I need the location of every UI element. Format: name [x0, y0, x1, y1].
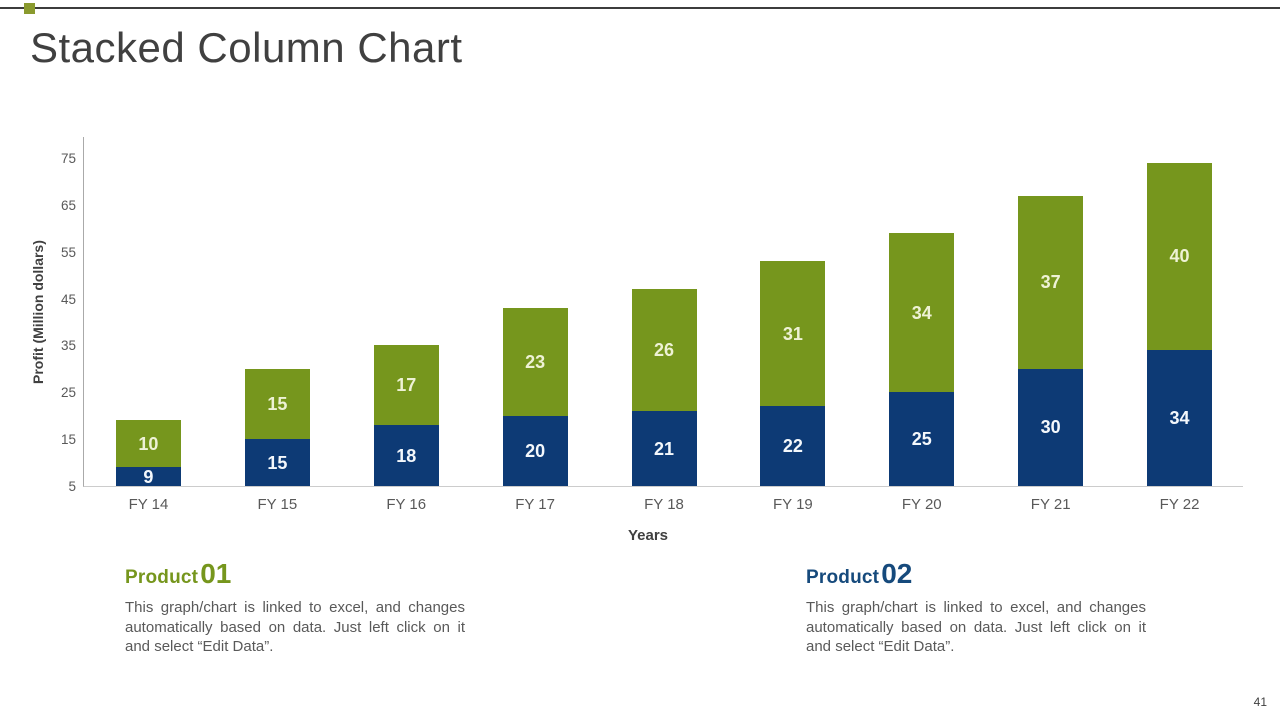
bar-value-label: 40: [1169, 246, 1190, 267]
segment-product-02[interactable]: 9: [115, 466, 181, 487]
bar-value-label: 30: [1040, 417, 1061, 438]
y-axis-tick-label: 35: [60, 338, 76, 354]
segment-product-02[interactable]: 30: [1018, 368, 1084, 486]
segment-product-02[interactable]: 34: [1147, 350, 1213, 486]
x-axis-tick-label: FY 20: [901, 496, 942, 513]
top-rule: [0, 7, 1280, 9]
column-fy-14[interactable]: 10 9: [115, 420, 181, 487]
bar-value-label: 10: [138, 433, 159, 454]
segment-product-02[interactable]: 20: [502, 415, 568, 486]
product-02-label: Product: [806, 567, 880, 588]
bar-value-label: 20: [525, 440, 546, 461]
segment-product-01[interactable]: 31: [760, 261, 826, 407]
product-02-block: Product 02 This graph/chart is linked to…: [806, 558, 1151, 657]
segment-product-01[interactable]: 26: [631, 289, 697, 412]
x-axis-tick-label: FY 14: [128, 496, 169, 513]
segment-product-01[interactable]: 10: [115, 420, 181, 468]
x-axis-tick-label: FY 22: [1159, 496, 1200, 513]
column-fy-20[interactable]: 34 25: [889, 232, 955, 486]
plot-area[interactable]: 5 15 25 35 45 55 65 75 10 9 FY 14 15 15 FY 15 17 18 FY 1…: [61, 137, 1243, 513]
product-01-description: This graph/chart is linked to excel, and…: [125, 599, 465, 655]
x-axis-tick-label: FY 21: [1030, 496, 1071, 513]
x-axis-tick-label: FY 17: [515, 496, 555, 513]
column-fy-18[interactable]: 26 21: [631, 289, 697, 486]
bar-value-label: 21: [653, 438, 675, 459]
y-axis-tick-label: 5: [68, 479, 76, 494]
x-axis-tick-label: FY 16: [386, 496, 427, 513]
page-number: 41: [1253, 695, 1267, 709]
y-axis-tick-label: 45: [60, 291, 76, 307]
segment-product-01[interactable]: 37: [1018, 195, 1084, 369]
bar-value-label: 17: [396, 375, 417, 396]
column-fy-21[interactable]: 37 30: [1018, 195, 1084, 486]
y-axis-tick-label: 25: [60, 385, 76, 401]
page-title: Stacked Column Chart: [30, 24, 463, 71]
x-axis-tick-label: FY 18: [644, 496, 684, 513]
segment-product-02[interactable]: 21: [631, 411, 697, 486]
segment-product-01[interactable]: 40: [1147, 162, 1213, 351]
x-axis-tick-label: FY 15: [257, 496, 298, 513]
column-fy-22[interactable]: 40 34: [1147, 162, 1213, 486]
product-01-block: Product 01 This graph/chart is linked to…: [125, 558, 470, 657]
bar-value-label: 9: [143, 466, 154, 487]
y-axis-tick-label: 15: [60, 432, 76, 448]
product-01-header: Product 01: [125, 558, 470, 590]
column-fy-17[interactable]: 23 20: [502, 307, 568, 486]
y-axis-tick-label: 65: [60, 197, 76, 213]
bar-value-label: 31: [782, 323, 803, 344]
segment-product-02[interactable]: 25: [889, 392, 955, 486]
x-axis-tick-label: FY 19: [773, 496, 813, 513]
segment-product-01[interactable]: 23: [502, 307, 568, 416]
segment-product-02[interactable]: 18: [373, 425, 439, 486]
column-fy-15[interactable]: 15 15: [244, 368, 310, 486]
column-fy-16[interactable]: 17 18: [373, 345, 439, 486]
bar-value-label: 23: [525, 351, 546, 372]
product-01-label: Product: [125, 567, 199, 588]
y-axis-tick-label: 75: [60, 151, 76, 166]
accent-square: [24, 3, 35, 14]
bar-value-label: 34: [911, 302, 932, 323]
segment-product-02[interactable]: 15: [244, 439, 310, 486]
segment-product-02[interactable]: 22: [760, 406, 826, 486]
segment-product-01[interactable]: 15: [244, 368, 310, 440]
bar-value-label: 26: [653, 340, 675, 361]
product-02-number: 02: [881, 558, 913, 589]
bar-value-label: 37: [1040, 272, 1061, 293]
product-02-description: This graph/chart is linked to excel, and…: [806, 599, 1146, 655]
y-axis-tick-label: 55: [60, 244, 76, 260]
bar-value-label: 18: [396, 445, 417, 466]
product-02-header: Product 02: [806, 558, 1151, 590]
bar-value-label: 25: [911, 429, 932, 450]
bar-value-label: 34: [1169, 408, 1190, 429]
x-axis-title: Years: [627, 527, 669, 544]
bar-value-label: 15: [267, 394, 288, 414]
bar-value-label: 22: [782, 436, 803, 457]
product-01-number: 01: [200, 558, 232, 589]
column-fy-19[interactable]: 31 22: [760, 261, 826, 486]
segment-product-01[interactable]: 17: [373, 345, 439, 426]
segment-product-01[interactable]: 34: [889, 232, 955, 393]
bar-value-label: 15: [267, 452, 288, 473]
